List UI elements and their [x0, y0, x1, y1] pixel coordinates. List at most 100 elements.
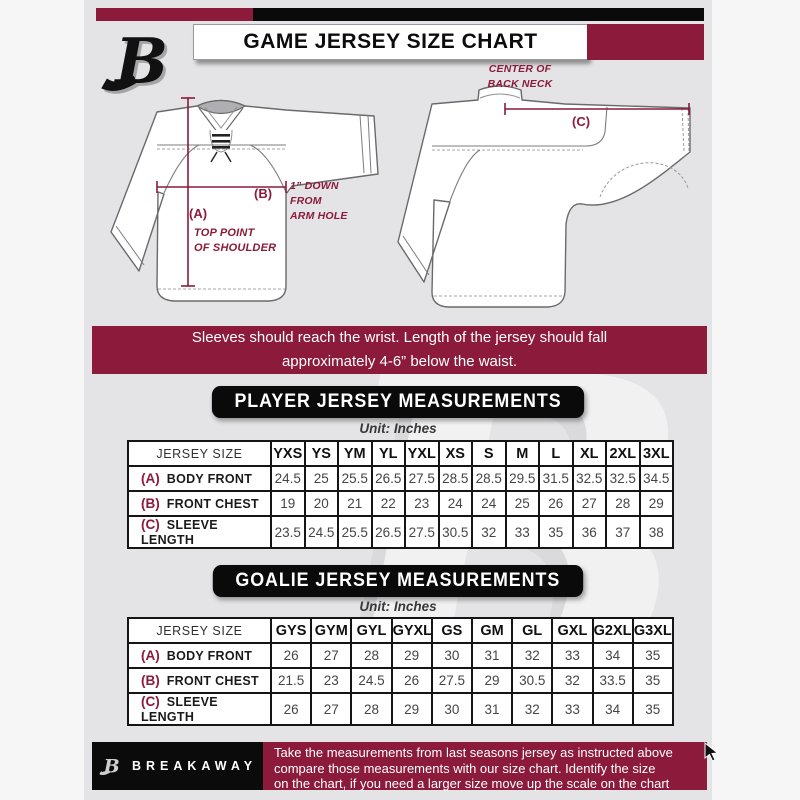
- player-measurements-table: JERSEY SIZE YXS YS YM YL YXL XS S M L XL…: [127, 440, 674, 549]
- size-header: YXL: [404, 440, 440, 467]
- size-header: XL: [571, 440, 607, 467]
- value-cell: 32.5: [605, 465, 641, 492]
- value-cell: 35: [631, 667, 674, 694]
- size-header: YXS: [270, 440, 306, 467]
- value-cell: 35: [631, 692, 674, 726]
- goalie-section-title: GOALIE JERSEY MEASUREMENTS: [213, 565, 583, 597]
- footer: B BREAKAWAY Take the measurements from l…: [92, 742, 707, 791]
- label-a: (A): [189, 206, 208, 221]
- value-cell: 36: [571, 515, 607, 549]
- value-cell: 26.5: [370, 465, 406, 492]
- value-cell: 29.5: [504, 465, 540, 492]
- row-label: (A) BODY FRONT: [127, 465, 272, 492]
- size-header: GYXL: [390, 617, 433, 644]
- measurement-line-c: [505, 103, 689, 115]
- row-label: (C) SLEEVE LENGTH: [127, 515, 272, 549]
- value-cell: 29: [390, 692, 433, 726]
- value-cell: 34: [591, 692, 634, 726]
- value-cell: 25.5: [337, 515, 373, 549]
- player-section-header: PLAYER JERSEY MEASUREMENTS: [84, 386, 712, 418]
- fit-note-line1: Sleeves should reach the wrist. Length o…: [191, 329, 608, 346]
- value-cell: 27.5: [404, 465, 440, 492]
- footer-brand-block: B BREAKAWAY: [92, 742, 263, 790]
- size-header: S: [471, 440, 507, 467]
- value-cell: 27: [310, 642, 353, 669]
- row-label: (C) SLEEVE LENGTH: [127, 692, 272, 726]
- table-header-row: JERSEY SIZE GYS GYM GYL GYXL GS GM GL GX…: [127, 617, 674, 644]
- measurement-lines-front: [157, 98, 286, 286]
- size-header: XS: [437, 440, 473, 467]
- value-cell: 23: [310, 667, 353, 694]
- value-cell: 19: [270, 490, 306, 517]
- player-section-title: PLAYER JERSEY MEASUREMENTS: [211, 386, 585, 418]
- size-header: GM: [470, 617, 514, 644]
- table-row: (C) SLEEVE LENGTH 23.5 24.5 25.5 26.5 27.…: [127, 515, 674, 549]
- fit-note-banner: Sleeves should reach the wrist. Length o…: [92, 326, 707, 374]
- center-back-neck-caption: CENTER OF BACK NECK: [487, 63, 553, 90]
- top-of-shoulder-caption: TOP POINT OF SHOULDER: [194, 227, 277, 254]
- table-row: (B) FRONT CHEST 21.5 23 24.5 26 27.5 29 3…: [127, 667, 674, 694]
- value-cell: 31: [470, 692, 514, 726]
- value-cell: 33.5: [591, 667, 634, 694]
- goalie-measurements-table: JERSEY SIZE GYS GYM GYL GYXL GS GM GL GX…: [127, 617, 674, 726]
- value-cell: 34: [591, 642, 634, 669]
- value-cell: 31: [470, 642, 514, 669]
- value-cell: 27.5: [404, 515, 440, 549]
- value-cell: 22: [370, 490, 406, 517]
- table-row: (C) SLEEVE LENGTH 26 27 28 29 30 31 32 33…: [127, 692, 674, 726]
- page-title: GAME JERSEY SIZE CHART: [193, 24, 588, 60]
- value-cell: 21: [337, 490, 373, 517]
- value-cell: 27.5: [430, 667, 473, 694]
- size-header: G2XL: [591, 617, 634, 644]
- size-header: M: [504, 440, 540, 467]
- value-cell: 28: [605, 490, 641, 517]
- label-c: (C): [572, 114, 591, 129]
- value-cell: 27: [310, 692, 353, 726]
- goalie-section-header: GOALIE JERSEY MEASUREMENTS: [84, 565, 712, 597]
- value-cell: 26: [390, 667, 433, 694]
- value-cell: 26: [269, 692, 313, 726]
- footer-line1: Take the measurements from last seasons …: [274, 745, 673, 760]
- front-jersey-diagram: [98, 90, 390, 312]
- size-header: YS: [303, 440, 339, 467]
- value-cell: 24.5: [270, 465, 306, 492]
- footer-line3: on the chart, if you need a larger size …: [274, 776, 670, 791]
- neck-laces: [212, 134, 230, 149]
- value-cell: 21.5: [269, 667, 313, 694]
- value-cell: 26: [538, 490, 574, 517]
- value-cell: 38: [638, 515, 674, 549]
- size-header: GYM: [310, 617, 353, 644]
- value-cell: 33: [551, 642, 594, 669]
- value-cell: 23: [404, 490, 440, 517]
- size-header: L: [538, 440, 574, 467]
- header-maroon-block: [587, 24, 704, 60]
- value-cell: 24: [437, 490, 473, 517]
- table-row: (B) FRONT CHEST 19 20 21 22 23 24 24 25 2…: [127, 490, 674, 517]
- value-cell: 32.5: [571, 465, 607, 492]
- value-cell: 35: [631, 642, 674, 669]
- fit-note-line2: approximately 4-6” below the waist.: [281, 353, 518, 370]
- value-cell: 37: [605, 515, 641, 549]
- breakaway-logo-small-icon: B: [99, 756, 120, 778]
- value-cell: 32: [471, 515, 507, 549]
- value-cell: 29: [470, 667, 514, 694]
- value-cell: 25: [303, 465, 339, 492]
- value-cell: 20: [303, 490, 339, 517]
- value-cell: 33: [551, 692, 594, 726]
- value-cell: 25: [504, 490, 540, 517]
- value-cell: 30.5: [437, 515, 473, 549]
- value-cell: 28.5: [437, 465, 473, 492]
- back-jersey-diagram: [390, 82, 702, 320]
- value-cell: 32: [511, 642, 554, 669]
- size-header: GL: [511, 617, 554, 644]
- size-header: GXL: [551, 617, 594, 644]
- arm-hole-caption: 1” DOWN FROM ARM HOLE: [290, 180, 348, 222]
- size-header: GYS: [269, 617, 313, 644]
- row-label: (B) FRONT CHEST: [127, 490, 272, 517]
- corner-header: JERSEY SIZE: [127, 617, 272, 644]
- value-cell: 28.5: [471, 465, 507, 492]
- value-cell: 23.5: [270, 515, 306, 549]
- row-label: (A) BODY FRONT: [127, 642, 272, 669]
- table-row: (A) BODY FRONT 24.5 25 25.5 26.5 27.5 28.…: [127, 465, 674, 492]
